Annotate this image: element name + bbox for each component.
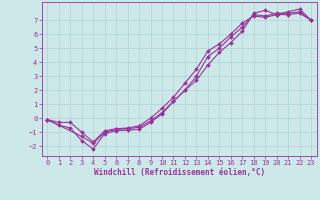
X-axis label: Windchill (Refroidissement éolien,°C): Windchill (Refroidissement éolien,°C) <box>94 168 265 177</box>
